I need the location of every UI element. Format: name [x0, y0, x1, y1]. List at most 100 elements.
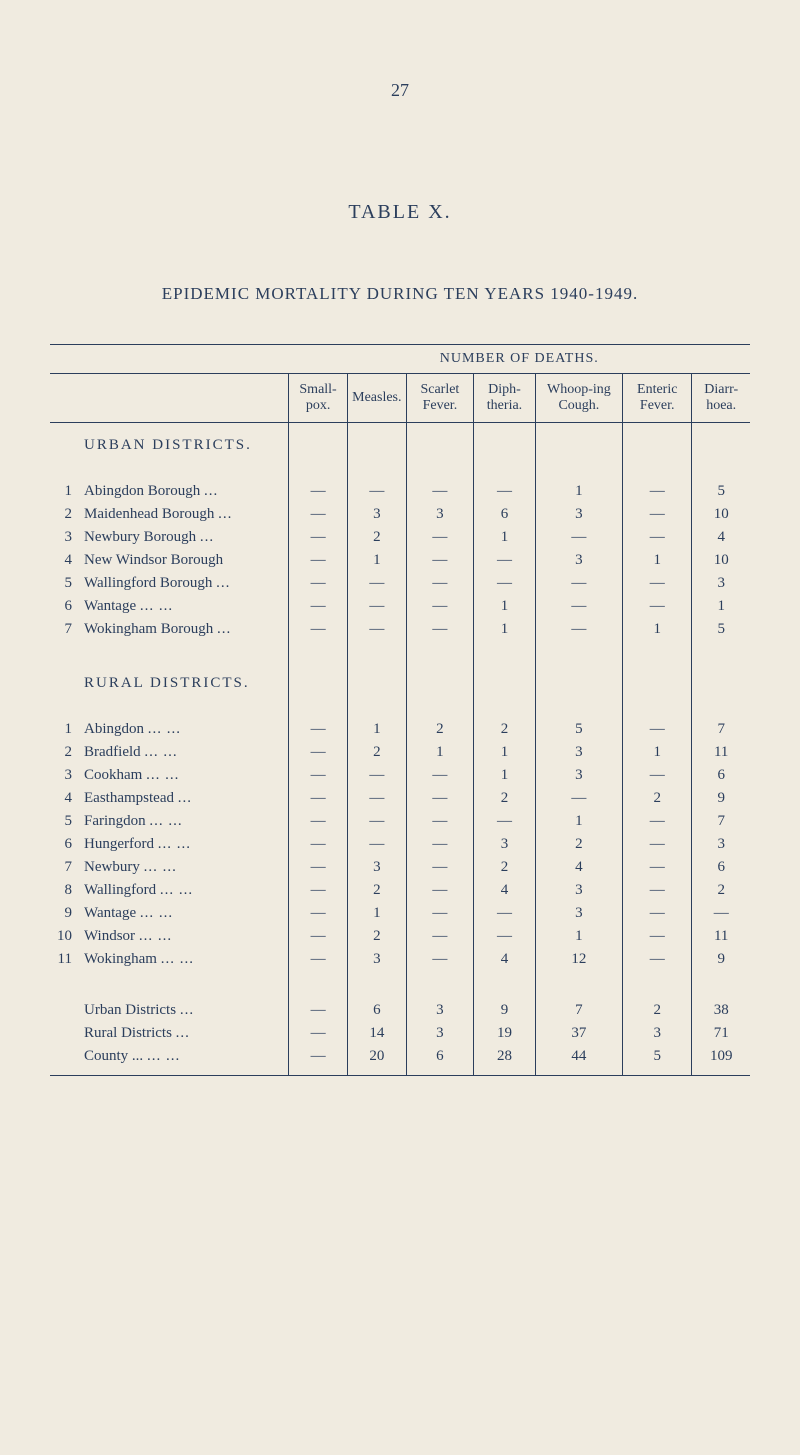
cell-whoop: — — [535, 787, 622, 810]
cell-enteric: 1 — [623, 741, 692, 764]
cell-enteric: — — [623, 764, 692, 787]
row-name: Newbury ... ... — [80, 856, 289, 879]
header-scarlet: Scarlet Fever. — [406, 374, 474, 423]
row-name: Urban Districts ... — [80, 999, 289, 1022]
cell-diarr: 7 — [692, 718, 750, 741]
row-number: 3 — [50, 526, 80, 549]
empty-cell — [535, 460, 622, 480]
empty-cell — [50, 971, 80, 999]
cell-whoop: 44 — [535, 1045, 622, 1076]
cell-enteric: 1 — [623, 618, 692, 641]
cell-enteric: — — [623, 925, 692, 948]
cell-smallpox: — — [289, 1022, 348, 1045]
header-whoop: Whoop-ing Cough. — [535, 374, 622, 423]
row-number: 8 — [50, 879, 80, 902]
row-number: 1 — [50, 480, 80, 503]
row-number: 1 — [50, 718, 80, 741]
cell-smallpox: — — [289, 718, 348, 741]
cell-diarr: 6 — [692, 764, 750, 787]
cell-diarr: 5 — [692, 618, 750, 641]
empty-cell — [406, 460, 474, 480]
cell-whoop: 3 — [535, 902, 622, 925]
row-number: 5 — [50, 810, 80, 833]
empty-cell — [50, 641, 80, 661]
row-name: Windsor ... ... — [80, 925, 289, 948]
header-spanning: NUMBER OF DEATHS. — [289, 345, 751, 374]
row-name: Wokingham ... ... — [80, 948, 289, 971]
row-name: Rural Districts ... — [80, 1022, 289, 1045]
cell-smallpox: — — [289, 810, 348, 833]
table-label: TABLE X. — [50, 201, 750, 224]
cell-smallpox: — — [289, 833, 348, 856]
empty-cell — [692, 661, 750, 698]
cell-scarlet: 3 — [406, 1022, 474, 1045]
cell-diph: 4 — [474, 948, 535, 971]
empty-cell — [692, 423, 750, 461]
cell-enteric: — — [623, 948, 692, 971]
cell-whoop: 1 — [535, 480, 622, 503]
empty-cell — [348, 661, 406, 698]
empty-cell — [474, 661, 535, 698]
cell-diph: — — [474, 549, 535, 572]
cell-smallpox: — — [289, 572, 348, 595]
empty-cell — [80, 641, 289, 661]
cell-scarlet: — — [406, 925, 474, 948]
cell-measles: 3 — [348, 948, 406, 971]
empty-cell — [474, 971, 535, 999]
cell-scarlet: — — [406, 856, 474, 879]
cell-measles: — — [348, 787, 406, 810]
cell-diarr: 3 — [692, 572, 750, 595]
cell-whoop: 3 — [535, 503, 622, 526]
empty-cell — [474, 460, 535, 480]
cell-measles: 20 — [348, 1045, 406, 1076]
row-name: Wokingham Borough ... — [80, 618, 289, 641]
empty-cell — [623, 698, 692, 718]
cell-smallpox: — — [289, 902, 348, 925]
header-name-col — [50, 374, 289, 423]
cell-whoop: 4 — [535, 856, 622, 879]
cell-measles: 3 — [348, 503, 406, 526]
cell-diph: 9 — [474, 999, 535, 1022]
header-diarr: Diarr-hoea. — [692, 374, 750, 423]
header-smallpox: Small-pox. — [289, 374, 348, 423]
cell-measles: — — [348, 618, 406, 641]
row-name: Wallingford ... ... — [80, 879, 289, 902]
header-blank — [50, 345, 289, 374]
empty-cell — [474, 698, 535, 718]
cell-enteric: — — [623, 572, 692, 595]
cell-smallpox: — — [289, 503, 348, 526]
cell-measles: — — [348, 480, 406, 503]
row-name: Abingdon Borough ... — [80, 480, 289, 503]
row-name: Newbury Borough ... — [80, 526, 289, 549]
row-number: 4 — [50, 787, 80, 810]
empty-cell — [692, 460, 750, 480]
row-number — [50, 1045, 80, 1076]
empty-cell — [623, 661, 692, 698]
empty-cell — [406, 423, 474, 461]
cell-smallpox: — — [289, 948, 348, 971]
header-measles: Measles. — [348, 374, 406, 423]
cell-enteric: 2 — [623, 787, 692, 810]
row-number: 2 — [50, 741, 80, 764]
cell-diarr: 9 — [692, 948, 750, 971]
cell-measles: 2 — [348, 879, 406, 902]
cell-diarr: 9 — [692, 787, 750, 810]
cell-whoop: 3 — [535, 879, 622, 902]
cell-scarlet: — — [406, 879, 474, 902]
cell-measles: 2 — [348, 741, 406, 764]
empty-cell — [474, 641, 535, 661]
empty-cell — [623, 460, 692, 480]
cell-smallpox: — — [289, 764, 348, 787]
cell-diarr: 10 — [692, 503, 750, 526]
cell-enteric: — — [623, 856, 692, 879]
cell-diarr: — — [692, 902, 750, 925]
cell-scarlet: — — [406, 549, 474, 572]
cell-smallpox: — — [289, 595, 348, 618]
cell-smallpox: — — [289, 856, 348, 879]
empty-cell — [692, 971, 750, 999]
cell-diarr: 1 — [692, 595, 750, 618]
cell-diarr: 4 — [692, 526, 750, 549]
cell-diarr: 6 — [692, 856, 750, 879]
empty-cell — [535, 423, 622, 461]
cell-diarr: 71 — [692, 1022, 750, 1045]
